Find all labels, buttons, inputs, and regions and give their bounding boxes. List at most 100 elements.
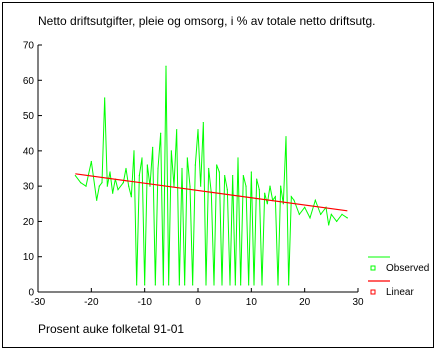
y-tick-label: 40 [23, 146, 35, 157]
observed-point [80, 182, 82, 184]
observed-point [328, 224, 330, 226]
observed-point [242, 174, 244, 177]
observed-point [112, 192, 114, 194]
observed-point [152, 146, 154, 148]
observed-point [314, 199, 316, 201]
y-tick-label: 70 [23, 41, 35, 52]
observed-point [290, 196, 292, 198]
observed-point [266, 203, 268, 205]
observed-point [341, 213, 343, 215]
legend-observed-marker [370, 265, 376, 271]
observed-point [184, 284, 186, 286]
observed-point [234, 284, 236, 286]
y-tick-label: 60 [23, 76, 35, 87]
observed-point [226, 189, 228, 191]
observed-point [117, 189, 119, 191]
observed-point [189, 185, 191, 187]
observed-point [274, 196, 276, 198]
observed-point [194, 164, 196, 166]
chart-frame [2, 2, 434, 348]
y-tick-label: 10 [23, 252, 35, 263]
observed-point [202, 122, 204, 124]
x-tick-label: 10 [246, 297, 258, 308]
observed-line [74, 66, 348, 285]
observed-point [208, 167, 210, 170]
observed-point [285, 136, 287, 138]
series-linear [75, 173, 348, 212]
observed-point [122, 182, 124, 184]
observed-point [224, 174, 226, 177]
y-tick-label: 0 [28, 288, 34, 299]
observed-point [248, 284, 250, 286]
x-tick-label: 0 [195, 297, 201, 308]
observed-point [128, 185, 130, 187]
observed-point [74, 174, 76, 177]
x-tick-label: -30 [31, 297, 46, 308]
observed-point [309, 217, 311, 219]
observed-point [162, 284, 164, 286]
observed-point [256, 178, 258, 180]
observed-point [250, 171, 252, 173]
observed-point [288, 284, 290, 286]
observed-point [330, 213, 332, 215]
observed-point [280, 185, 282, 187]
observed-point [336, 220, 338, 223]
x-axis-label: Prosent auke folketal 91-01 [38, 322, 185, 336]
observed-point [205, 284, 207, 286]
axes: 0 10 20 30 40 50 60 70 -30 -20 -10 0 10 20 30 [23, 41, 364, 309]
observed-point [237, 157, 239, 159]
observed-point [96, 199, 98, 201]
observed-point [133, 150, 135, 152]
x-tick-label: -10 [137, 297, 152, 308]
observed-point [186, 157, 188, 159]
observed-point [264, 192, 266, 194]
observed-point [181, 167, 183, 170]
observed-point [109, 171, 111, 173]
x-tick-label: 30 [352, 297, 364, 308]
observed-point [232, 174, 234, 177]
observed-point [168, 284, 170, 286]
observed-point [277, 284, 279, 286]
observed-point [165, 65, 167, 67]
observed-point [104, 97, 106, 99]
observed-point [101, 182, 103, 184]
chart-title: Netto driftsutgifter, pleie og omsorg, i… [38, 14, 376, 28]
y-tick-label: 20 [23, 217, 35, 228]
observed-point [304, 206, 306, 208]
x-tick-label: -20 [84, 297, 99, 308]
observed-point [157, 167, 159, 170]
observed-point [149, 185, 151, 187]
linear-fit-line [75, 173, 348, 212]
observed-point [245, 185, 247, 187]
observed-point [146, 164, 148, 166]
series-observed [74, 65, 348, 286]
observed-point [298, 213, 300, 215]
observed-point [240, 284, 242, 286]
observed-point [293, 199, 295, 201]
legend-linear-marker [370, 289, 376, 295]
observed-point [346, 217, 348, 219]
observed-point [253, 284, 255, 286]
observed-point [320, 213, 322, 215]
observed-point [106, 185, 108, 187]
observed-point [125, 167, 127, 170]
observed-point [136, 284, 138, 286]
observed-point [258, 189, 260, 191]
observed-point [90, 160, 92, 163]
observed-point [178, 284, 180, 286]
observed-point [98, 185, 100, 187]
observed-point [176, 129, 178, 131]
observed-point [138, 174, 140, 177]
observed-point [216, 164, 218, 166]
observed-point [229, 284, 231, 286]
observed-point [85, 185, 87, 187]
observed-point [160, 132, 162, 134]
observed-point [261, 284, 263, 286]
y-tick-label: 30 [23, 182, 35, 193]
legend-observed-label: Observed [386, 263, 429, 274]
observed-point [221, 284, 223, 286]
observed-point [173, 185, 175, 187]
observed-point [197, 129, 199, 131]
observed-point [282, 203, 284, 205]
